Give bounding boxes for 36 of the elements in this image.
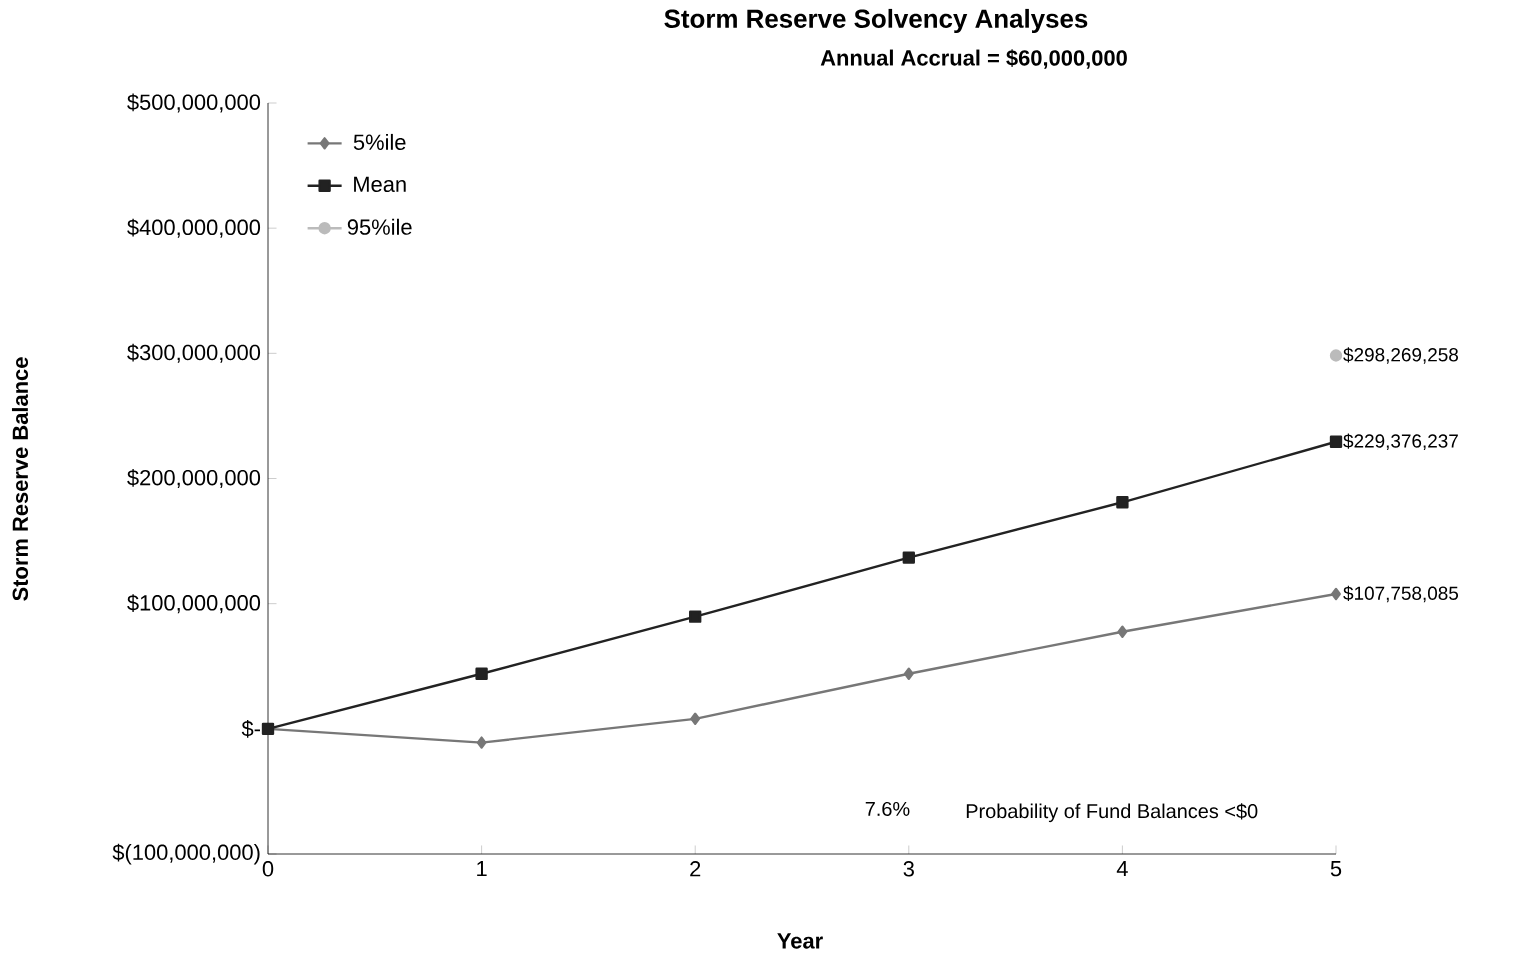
point xyxy=(903,667,914,680)
point xyxy=(1331,587,1341,601)
point xyxy=(475,667,488,680)
x-tick-label: 5 xyxy=(1330,861,1342,877)
point xyxy=(476,736,487,749)
y-tick-label: $- xyxy=(241,719,260,738)
x-tick-label: 0 xyxy=(262,861,274,877)
data-label: $229,376,237 xyxy=(1343,433,1458,450)
y-tick-label: $(100,000,000) xyxy=(112,843,260,865)
point xyxy=(690,712,701,725)
x-tick-label: 2 xyxy=(690,861,701,877)
annotation: 7.6% xyxy=(865,801,910,816)
point xyxy=(1329,349,1343,362)
legend-label: 5%ile xyxy=(353,133,406,150)
y-tick-label: $200,000,000 xyxy=(127,468,261,489)
point xyxy=(1117,625,1128,638)
chart-subtitle: Annual Accrual = $60,000,000 xyxy=(820,49,1127,69)
point xyxy=(689,610,702,623)
data-label: $298,269,258 xyxy=(1343,347,1459,364)
y-tick-label: $400,000,000 xyxy=(127,218,261,238)
point xyxy=(1116,496,1129,509)
point xyxy=(1329,435,1343,448)
legend-label: Mean xyxy=(354,176,406,193)
x-axis-title: Year xyxy=(777,933,823,949)
y-tick-label: $500,000,000 xyxy=(127,93,261,113)
data-label: $107,758,085 xyxy=(1343,585,1459,603)
chart-title: Storm Reserve Solvency Analyses xyxy=(664,8,1088,34)
y-axis-title: Storm Reserve Balance xyxy=(11,357,29,601)
x-tick-label: 4 xyxy=(1116,861,1128,877)
x-tick-label: 3 xyxy=(903,861,914,877)
y-tick-label: $100,000,000 xyxy=(127,594,261,614)
legend-label: 95%ile xyxy=(347,218,412,235)
x-tick-label: 1 xyxy=(477,861,487,877)
point xyxy=(902,551,915,564)
annotation: Probability of Fund Balances <$0 xyxy=(966,803,1258,823)
y-tick-label: $300,000,000 xyxy=(127,343,261,363)
